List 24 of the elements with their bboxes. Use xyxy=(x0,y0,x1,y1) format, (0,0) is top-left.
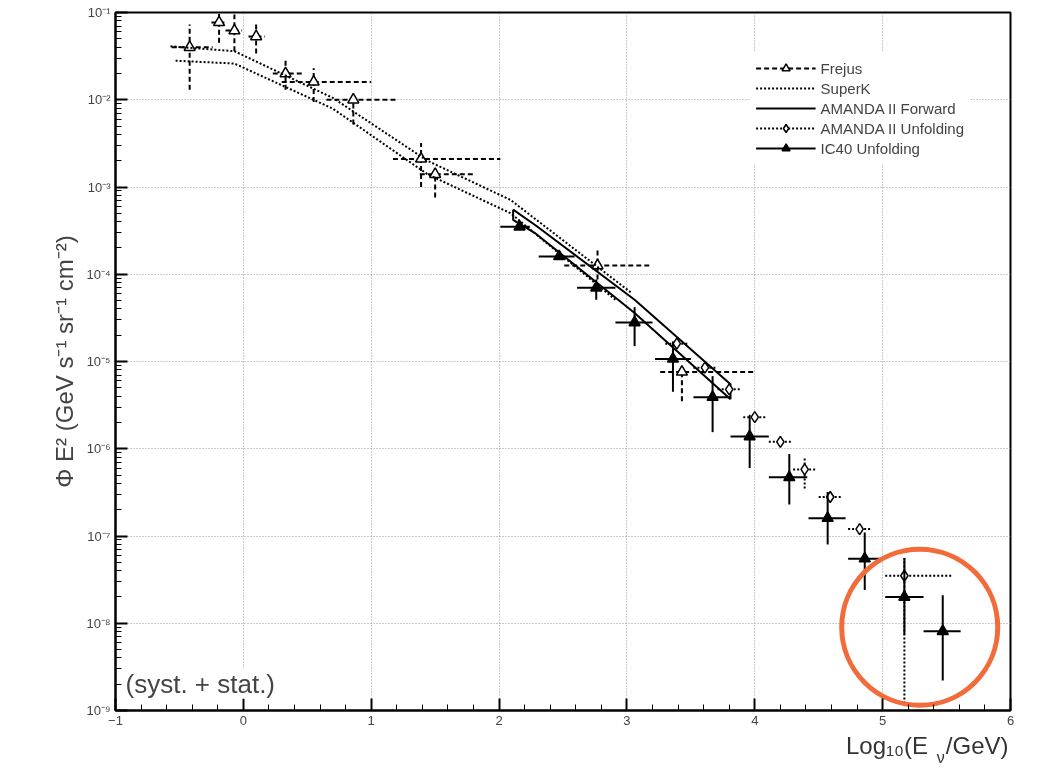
legend-label: IC40 Unfolding xyxy=(820,139,920,157)
x-tick-label: 4 xyxy=(751,712,759,728)
legend-label: SuperK xyxy=(820,79,871,97)
x-tick-label: 2 xyxy=(495,712,503,728)
y-tick-label: 10⁻⁶ xyxy=(86,441,111,457)
x-tick-label: 5 xyxy=(879,712,887,728)
annotation: (syst. + stat.) xyxy=(125,668,276,699)
y-tick-label: 10⁻³ xyxy=(87,179,112,195)
y-tick-label: 10⁻¹ xyxy=(87,5,112,20)
x-tick-label: 3 xyxy=(623,712,631,728)
legend-label: AMANDA II Forward xyxy=(820,99,956,117)
x-tick-label: 6 xyxy=(1006,712,1015,728)
x-tick-label: −1 xyxy=(108,712,123,728)
y-tick-label: 10⁻⁴ xyxy=(86,266,111,282)
y-tick-label: 10⁻⁵ xyxy=(86,354,111,369)
legend-label: Frejus xyxy=(820,59,863,77)
x-tick-label: 1 xyxy=(367,712,375,728)
y-tick-label: 10⁻⁹ xyxy=(86,703,111,718)
y-tick-label: 10⁻² xyxy=(87,92,112,108)
x-tick-label: 0 xyxy=(239,712,247,728)
legend-label: AMANDA II Unfolding xyxy=(820,119,964,137)
y-tick-label: 10⁻⁷ xyxy=(87,528,111,544)
y-tick-label: 10⁻⁸ xyxy=(86,615,111,631)
y-axis-title: Φ E² (GeV s⁻¹ sr⁻¹ cm⁻²) xyxy=(51,235,79,488)
